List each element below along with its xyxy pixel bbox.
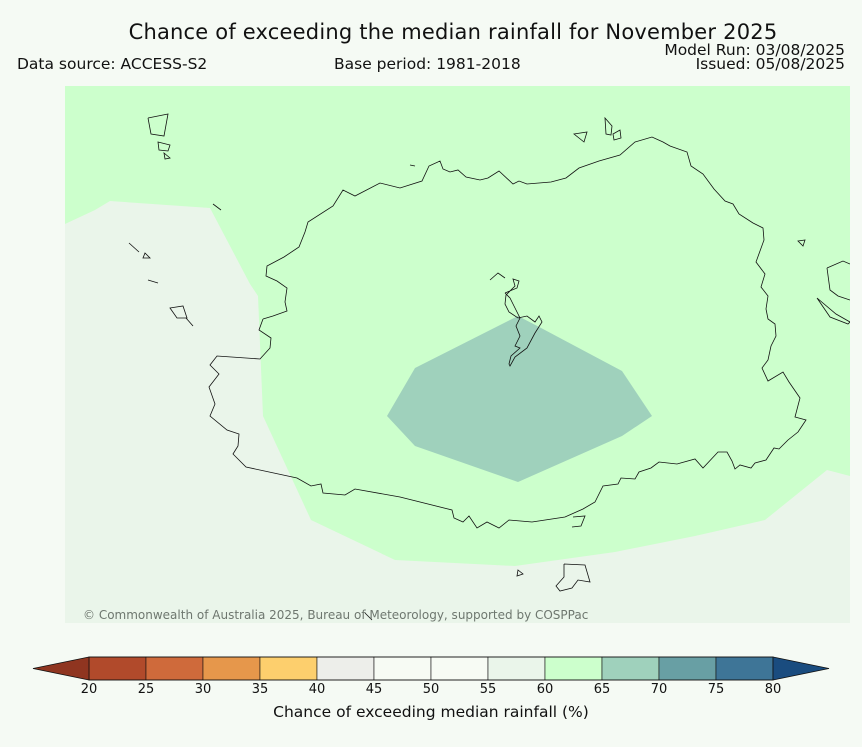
colorbar-segment xyxy=(430,656,489,681)
colorbar-tick-label: 30 xyxy=(194,682,212,697)
colorbar-tick-label: 35 xyxy=(251,682,269,697)
colorbar-triangle-outline xyxy=(32,656,830,681)
data-source: Data source: ACCESS-S2 xyxy=(17,55,208,73)
base-period: Base period: 1981-2018 xyxy=(334,55,521,73)
coastlines xyxy=(128,113,850,621)
colorbar-tick-label: 20 xyxy=(80,682,98,697)
colorbar-segment xyxy=(88,656,147,681)
colorbar-tick-label: 55 xyxy=(479,682,497,697)
map-region-main-area xyxy=(65,86,850,566)
model-run: Model Run: 03/08/2025 xyxy=(664,41,845,59)
colorbar-tick-label: 65 xyxy=(593,682,611,697)
colorbar-segment xyxy=(259,656,318,681)
map-title: Chance of exceeding the median rainfall … xyxy=(128,20,778,44)
map-region-central-area xyxy=(387,316,652,482)
colorbar-tick-label: 45 xyxy=(365,682,383,697)
colorbar-segment xyxy=(658,656,717,681)
colorbar-segment xyxy=(544,656,603,681)
colorbar-under-triangle xyxy=(33,657,89,680)
rainfall-map xyxy=(65,86,850,623)
colorbar-tick-label: 75 xyxy=(707,682,725,697)
colorbar-segment xyxy=(316,656,375,681)
colorbar xyxy=(32,656,830,681)
colorbar-tick-label: 70 xyxy=(650,682,668,697)
colorbar-over-triangle xyxy=(773,657,829,680)
colorbar-tick-label: 40 xyxy=(308,682,326,697)
issued-date: Issued: 05/08/2025 xyxy=(695,55,845,73)
colorbar-segment xyxy=(487,656,546,681)
colorbar-label: Chance of exceeding median rainfall (%) xyxy=(273,703,589,721)
colorbar-frame xyxy=(88,656,774,681)
colorbar-tick-label: 25 xyxy=(137,682,155,697)
copyright-notice: © Commonwealth of Australia 2025, Bureau… xyxy=(83,608,589,622)
colorbar-tick-label: 80 xyxy=(764,682,782,697)
colorbar-tick-label: 60 xyxy=(536,682,554,697)
colorbar-segment xyxy=(715,656,774,681)
colorbar-segment xyxy=(373,656,432,681)
colorbar-segment xyxy=(145,656,204,681)
colorbar-segment xyxy=(202,656,261,681)
colorbar-tick-label: 50 xyxy=(422,682,440,697)
colorbar-segment xyxy=(601,656,660,681)
